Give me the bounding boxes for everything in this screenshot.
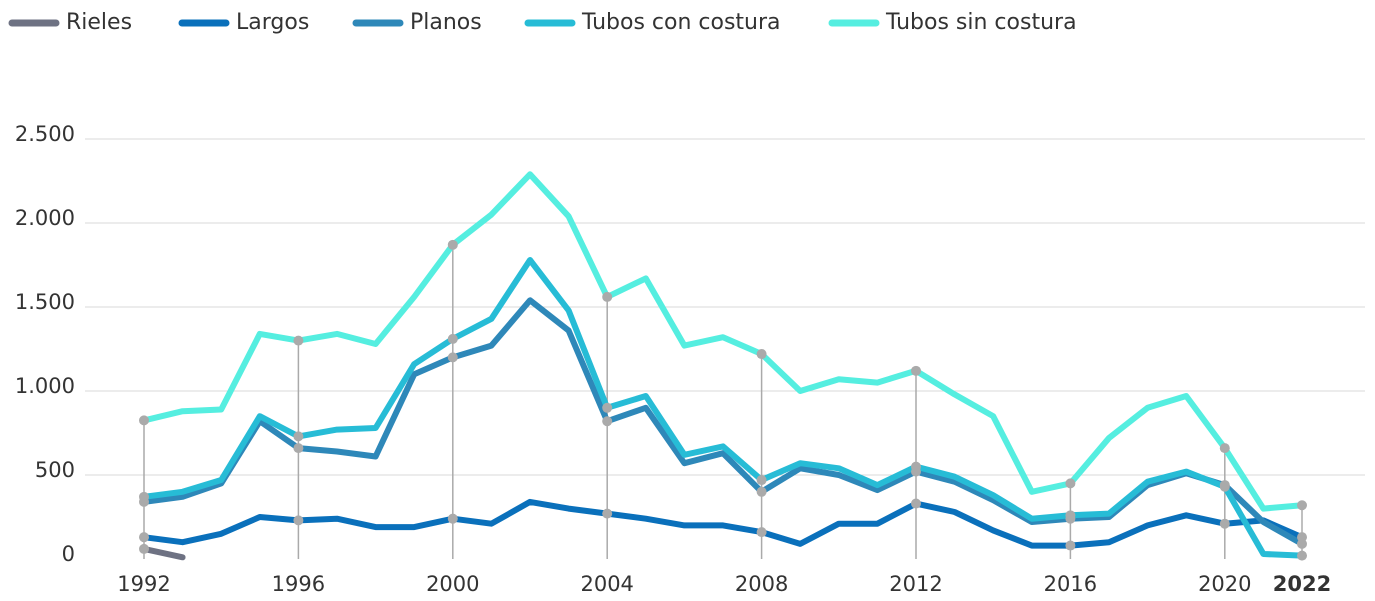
marker-dot — [1297, 550, 1307, 561]
marker-dot — [911, 498, 921, 509]
x-tick-label: 1996 — [272, 572, 325, 596]
x-tick-label: 2020 — [1198, 572, 1251, 596]
series-line — [141, 498, 1305, 549]
marker-dot — [1297, 500, 1307, 511]
marker-dot — [139, 415, 149, 426]
marker-dot — [1065, 478, 1076, 489]
marker-dot — [293, 515, 304, 526]
marker-dot — [602, 508, 613, 519]
series-line — [141, 297, 1305, 547]
legend-label: Planos — [410, 10, 482, 35]
y-tick-label: 500 — [35, 458, 75, 482]
marker-dot — [1065, 510, 1076, 521]
marker-dot — [293, 431, 304, 442]
series-line — [141, 545, 186, 561]
marker-dot — [139, 532, 149, 543]
marker-dot — [293, 443, 304, 454]
legend-label: Tubos sin costura — [885, 10, 1077, 35]
y-tick-label: 2.000 — [15, 206, 75, 230]
y-tick-label: 0 — [62, 542, 75, 566]
y-tick-label: 1.000 — [15, 374, 75, 398]
x-tick-label: 1992 — [117, 572, 170, 596]
marker-dot — [139, 543, 149, 554]
marker-dot — [602, 416, 613, 427]
legend-label: Largos — [236, 10, 309, 35]
x-tick-label: 2012 — [889, 572, 942, 596]
legend-label: Tubos con costura — [581, 10, 781, 35]
x-tick-label: 2008 — [735, 572, 788, 596]
marker-dot — [447, 239, 458, 250]
marker-dot — [293, 335, 304, 346]
x-tick-label: 2016 — [1044, 572, 1097, 596]
marker-dot — [756, 349, 767, 360]
marker-dot — [602, 291, 613, 302]
marker-dot — [447, 352, 458, 363]
marker-dot — [1297, 538, 1307, 549]
marker-dot — [1065, 540, 1076, 551]
x-tick-label: 2000 — [426, 572, 479, 596]
marker-dot — [756, 475, 767, 486]
marker-dot — [756, 527, 767, 538]
marker-dot — [1219, 443, 1230, 454]
y-tick-label: 1.500 — [15, 290, 75, 314]
legend-label: Rieles — [66, 10, 132, 35]
marker-dot — [139, 491, 149, 502]
marker-dot — [756, 486, 767, 497]
marker-dot — [602, 402, 613, 413]
series-line — [141, 171, 1305, 512]
marker-dot — [447, 333, 458, 344]
marker-dot — [911, 365, 921, 376]
y-tick-label: 2.500 — [15, 122, 75, 146]
x-tick-label: 2022 — [1273, 572, 1331, 596]
marker-dot — [447, 513, 458, 524]
marker-dot — [911, 461, 921, 472]
marker-dot — [1219, 481, 1230, 492]
x-tick-label: 2004 — [580, 572, 633, 596]
series-line — [141, 257, 1305, 559]
marker-dot — [1219, 518, 1230, 529]
